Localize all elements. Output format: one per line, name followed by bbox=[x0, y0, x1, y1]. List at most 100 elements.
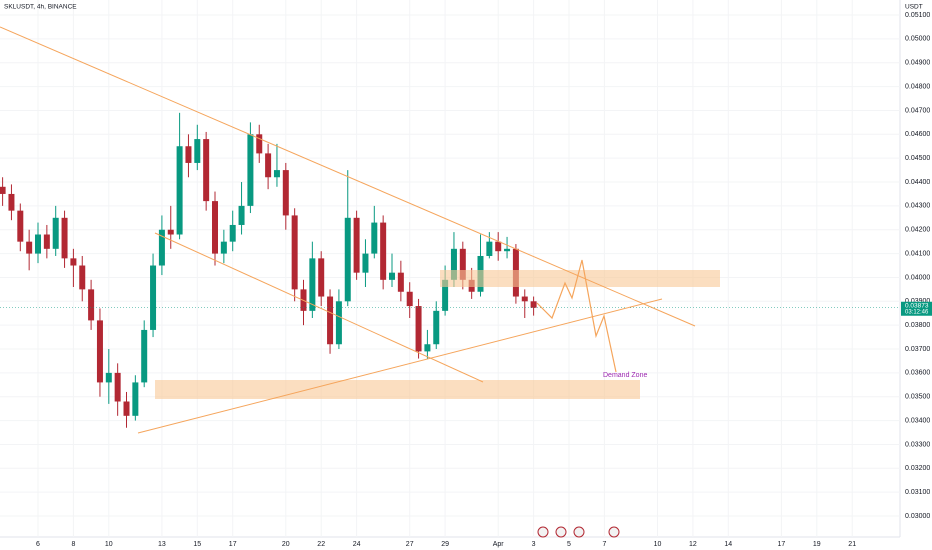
event-flag[interactable] bbox=[608, 526, 620, 538]
candle-body bbox=[495, 241, 502, 252]
y-tick-label: 0.04400 bbox=[905, 179, 930, 186]
candle-body bbox=[327, 296, 334, 345]
candle-body bbox=[105, 372, 112, 383]
trend-line bbox=[0, 26, 696, 327]
y-tick-label: 0.03500 bbox=[905, 394, 930, 401]
candle-body bbox=[61, 217, 68, 259]
candle-body bbox=[256, 134, 263, 154]
y-tick-label: 0.03800 bbox=[905, 322, 930, 329]
y-tick-label: 0.03300 bbox=[905, 441, 930, 448]
candle-body bbox=[397, 272, 404, 292]
x-tick-label: 27 bbox=[406, 541, 414, 548]
candle-body bbox=[291, 215, 298, 290]
x-tick-label: 6 bbox=[36, 541, 40, 548]
candle-body bbox=[96, 320, 103, 383]
candle-body bbox=[203, 139, 210, 202]
candle-body bbox=[442, 279, 449, 311]
candle-body bbox=[504, 248, 511, 252]
last-price-label: 0.03873 bbox=[905, 302, 929, 309]
last-price-box bbox=[901, 301, 932, 316]
x-tick-label: 12 bbox=[689, 541, 697, 548]
y-axis-label: USDT bbox=[905, 4, 923, 11]
candle-body bbox=[353, 217, 360, 273]
y-tick-label: 0.03200 bbox=[905, 465, 930, 472]
candle-body bbox=[229, 224, 236, 242]
demand-zone bbox=[155, 380, 640, 399]
candle-body bbox=[43, 234, 50, 249]
candle-body bbox=[371, 222, 378, 254]
candle-body bbox=[212, 201, 219, 254]
candle-body bbox=[530, 301, 537, 308]
candle-body bbox=[282, 170, 289, 216]
candles bbox=[0, 0, 900, 537]
y-tick-label: 0.03400 bbox=[905, 417, 930, 424]
x-tick-label: 24 bbox=[353, 541, 361, 548]
candle-body bbox=[318, 258, 325, 297]
candle-body bbox=[450, 248, 457, 280]
x-tick-label: Apr bbox=[493, 541, 505, 548]
candle-body bbox=[150, 265, 157, 330]
candle-body bbox=[176, 146, 183, 235]
candle-body bbox=[389, 272, 396, 280]
candle-body bbox=[309, 258, 316, 311]
x-tick-label: 10 bbox=[654, 541, 662, 548]
candle-body bbox=[79, 265, 86, 290]
candle-body bbox=[158, 229, 165, 266]
candle-body bbox=[52, 217, 59, 249]
countdown-label: 03:12:46 bbox=[905, 309, 929, 315]
y-tick-label: 0.03700 bbox=[905, 346, 930, 353]
candle-body bbox=[8, 193, 15, 211]
y-tick-label: 0.04000 bbox=[905, 274, 930, 281]
x-tick-label: 14 bbox=[724, 541, 732, 548]
candle-body bbox=[415, 306, 422, 352]
candle-body bbox=[17, 210, 24, 242]
event-flag[interactable] bbox=[555, 526, 567, 538]
y-tick-label: 0.03100 bbox=[905, 489, 930, 496]
candle-body bbox=[362, 253, 369, 273]
resistance-zone bbox=[440, 270, 720, 287]
candle-body bbox=[132, 382, 139, 416]
x-tick-label: 21 bbox=[848, 541, 856, 548]
candle-body bbox=[70, 258, 77, 266]
x-tick-label: 20 bbox=[282, 541, 290, 548]
y-tick-label: 0.04500 bbox=[905, 155, 930, 162]
candle-body bbox=[433, 310, 440, 345]
x-tick-label: 3 bbox=[532, 541, 536, 548]
y-tick-label: 0.04900 bbox=[905, 60, 930, 67]
candle-body bbox=[344, 217, 351, 302]
candle-body bbox=[238, 205, 245, 225]
candle-body bbox=[0, 186, 6, 194]
candle-body bbox=[380, 222, 387, 280]
y-tick-label: 0.04800 bbox=[905, 83, 930, 90]
y-tick-label: 0.03000 bbox=[905, 513, 930, 520]
x-tick-label: 17 bbox=[778, 541, 786, 548]
candle-body bbox=[123, 401, 130, 416]
x-tick-label: 8 bbox=[71, 541, 75, 548]
candle-body bbox=[335, 301, 342, 345]
y-tick-label: 0.04700 bbox=[905, 107, 930, 114]
drawings: Demand Zone bbox=[0, 26, 720, 434]
event-flag[interactable] bbox=[573, 526, 585, 538]
y-tick-label: 0.05000 bbox=[905, 36, 930, 43]
y-tick-label: 0.04300 bbox=[905, 203, 930, 210]
y-tick-label: 0.04600 bbox=[905, 131, 930, 138]
y-tick-label: 0.04200 bbox=[905, 227, 930, 234]
x-tick-label: 7 bbox=[602, 541, 606, 548]
event-flags bbox=[537, 526, 620, 538]
x-tick-label: 15 bbox=[193, 541, 201, 548]
candle-body bbox=[486, 241, 493, 256]
candle-body bbox=[521, 296, 528, 302]
candle-body bbox=[424, 344, 431, 352]
x-tick-label: 22 bbox=[317, 541, 325, 548]
y-tick-label: 0.03900 bbox=[905, 298, 930, 305]
candle-body bbox=[185, 146, 192, 163]
candle-body bbox=[459, 248, 466, 280]
candle-body bbox=[114, 372, 121, 402]
annotation: Demand Zone bbox=[603, 372, 647, 379]
y-tick-label: 0.04100 bbox=[905, 250, 930, 257]
event-flag[interactable] bbox=[537, 526, 549, 538]
candle-body bbox=[194, 139, 201, 163]
x-tick-label: 29 bbox=[441, 541, 449, 548]
candle-body bbox=[35, 234, 42, 254]
